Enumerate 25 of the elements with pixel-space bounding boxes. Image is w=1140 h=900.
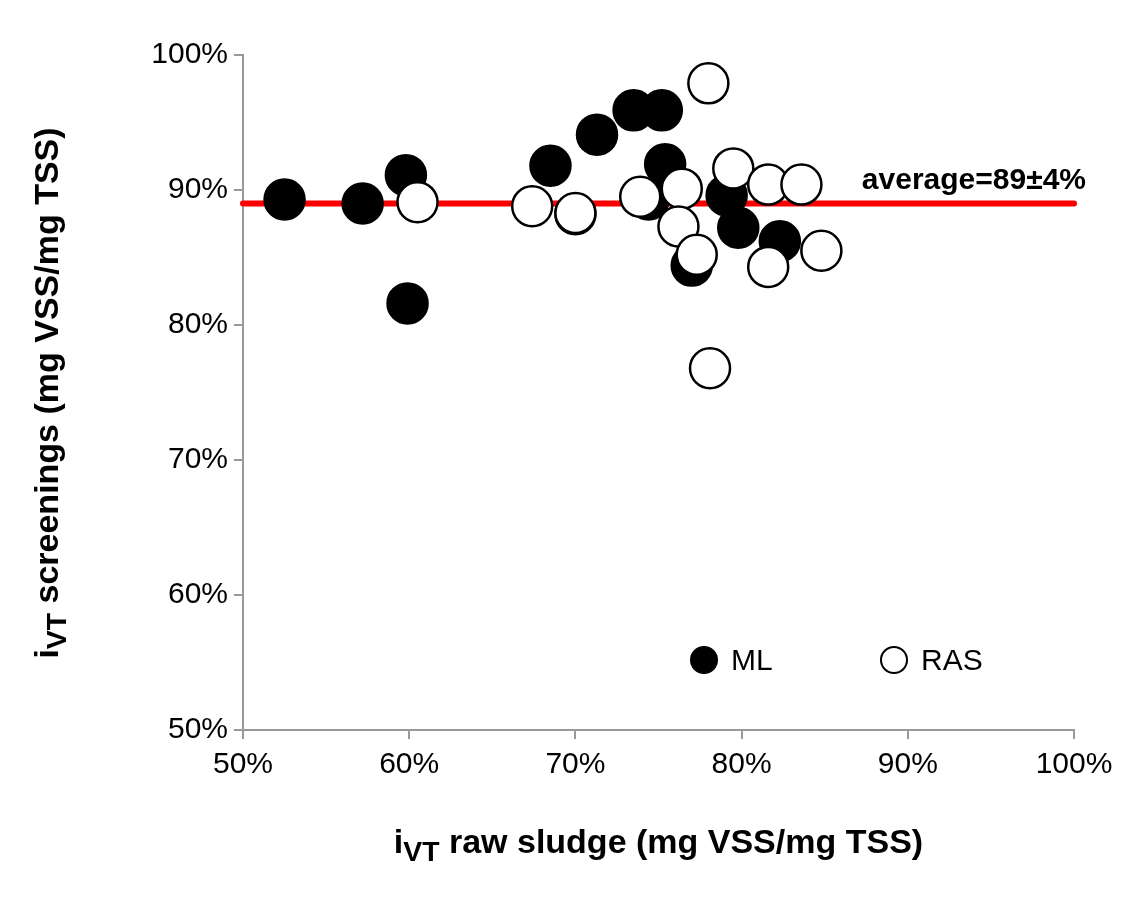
y-tick-label: 50% (167, 711, 228, 745)
x-tick-label: 80% (711, 746, 772, 780)
x-tick-label: 70% (545, 746, 606, 780)
x-axis-title: i$_{VT}$ raw sludge (mg VSS/mg TSS) (392, 822, 925, 868)
point (386, 282, 429, 325)
x-tick-label: 100% (1035, 746, 1113, 780)
legend-label: ML (731, 643, 773, 677)
y-tick-label: 60% (167, 576, 228, 610)
point (263, 178, 306, 221)
x-tick-label: 60% (379, 746, 440, 780)
y-tick-label: 70% (167, 441, 228, 475)
point (341, 182, 384, 225)
point (575, 113, 619, 156)
y-tick-label: 90% (167, 171, 228, 205)
legend-label: RAS (921, 643, 983, 677)
y-tick-label: 100% (151, 36, 228, 70)
x-tick-label: 90% (877, 746, 938, 780)
point (529, 144, 572, 187)
y-tick-label: 80% (167, 306, 228, 340)
x-tick-label: 50% (212, 746, 274, 780)
point (675, 233, 718, 277)
ref-line-label: average=89±4% (861, 161, 1086, 195)
point (618, 175, 662, 218)
point (396, 180, 439, 224)
point (717, 206, 760, 250)
